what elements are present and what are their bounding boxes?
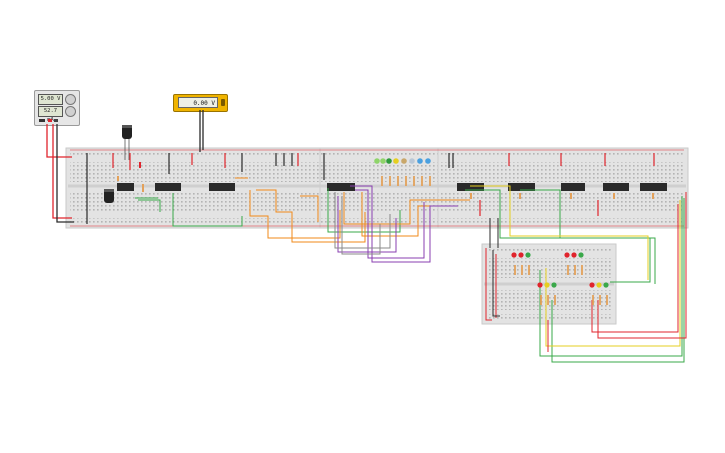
multimeter-dial-icon[interactable] bbox=[221, 99, 225, 106]
power-supply[interactable]: 5.00 V 52.7 mA bbox=[34, 90, 80, 126]
ic-chip[interactable] bbox=[640, 183, 667, 191]
ic-chip[interactable] bbox=[155, 183, 181, 191]
wires-gray[interactable] bbox=[334, 192, 391, 255]
secondary-resistors[interactable] bbox=[514, 265, 608, 305]
capacitor[interactable] bbox=[122, 125, 132, 160]
wires-black-secondary[interactable] bbox=[489, 218, 500, 317]
wires-orange[interactable] bbox=[235, 177, 470, 243]
ic-chip[interactable] bbox=[561, 183, 585, 191]
multimeter-display: 0.00 V bbox=[178, 97, 218, 108]
led-bank[interactable] bbox=[374, 158, 431, 164]
power-wires[interactable] bbox=[46, 110, 204, 223]
wires-green[interactable] bbox=[135, 188, 685, 363]
ic-chip[interactable] bbox=[457, 183, 484, 191]
breadboard-main[interactable] bbox=[65, 147, 689, 229]
psu-voltage-knob[interactable] bbox=[65, 94, 76, 105]
multimeter[interactable]: 0.00 V bbox=[173, 94, 228, 112]
ic-chip[interactable] bbox=[327, 183, 355, 191]
wires-purple[interactable] bbox=[337, 185, 458, 263]
psu-negative-terminal[interactable] bbox=[54, 119, 58, 122]
psu-voltage-display: 5.00 V bbox=[38, 94, 63, 105]
ic-chip[interactable] bbox=[508, 183, 535, 191]
psu-ground-terminal[interactable] bbox=[39, 119, 45, 122]
capacitor[interactable] bbox=[104, 189, 114, 203]
ic-chip[interactable] bbox=[603, 183, 629, 191]
psu-positive-terminal[interactable] bbox=[48, 119, 52, 122]
psu-current-knob[interactable] bbox=[65, 106, 76, 117]
jumper-wires-red[interactable] bbox=[112, 153, 655, 216]
resistors[interactable] bbox=[117, 162, 654, 199]
jumper-wires-black[interactable] bbox=[86, 153, 454, 224]
secondary-leds[interactable] bbox=[511, 252, 609, 288]
led-resistors[interactable] bbox=[381, 176, 431, 186]
ic-chip[interactable] bbox=[209, 183, 235, 191]
wires-yellow[interactable] bbox=[470, 185, 681, 347]
ic-chip[interactable] bbox=[117, 183, 134, 191]
wires-red-secondary[interactable] bbox=[485, 192, 687, 352]
